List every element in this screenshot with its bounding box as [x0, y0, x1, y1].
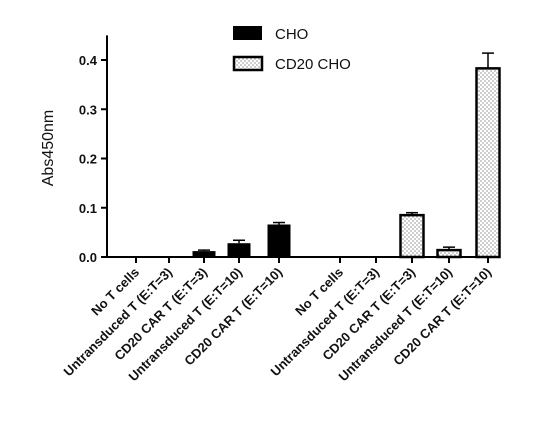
bar — [192, 251, 216, 257]
bar — [475, 67, 501, 259]
y-tick-label: 0.3 — [79, 102, 97, 117]
legend-label-cd20-cho: CD20 CHO — [275, 56, 351, 73]
x-axis — [107, 256, 500, 263]
y-axis-title: Abs450nm — [40, 110, 57, 187]
bar — [227, 243, 251, 257]
bar — [399, 213, 425, 259]
y-tick-label: 0.1 — [79, 201, 97, 216]
y-tick-label: 0.2 — [79, 152, 97, 167]
bar — [267, 224, 291, 257]
bar — [436, 248, 462, 259]
y-tick-label: 0.0 — [79, 250, 97, 265]
legend-label-cho: CHO — [275, 26, 308, 43]
legend-swatch-cd20-cho — [232, 55, 264, 72]
legend: CHO CD20 CHO — [232, 26, 351, 73]
y-tick-label: 0.4 — [79, 53, 98, 68]
y-axis: 0.0 0.1 0.2 0.3 0.4 — [79, 35, 108, 265]
bars — [192, 52, 501, 259]
legend-swatch-cho — [233, 26, 262, 40]
